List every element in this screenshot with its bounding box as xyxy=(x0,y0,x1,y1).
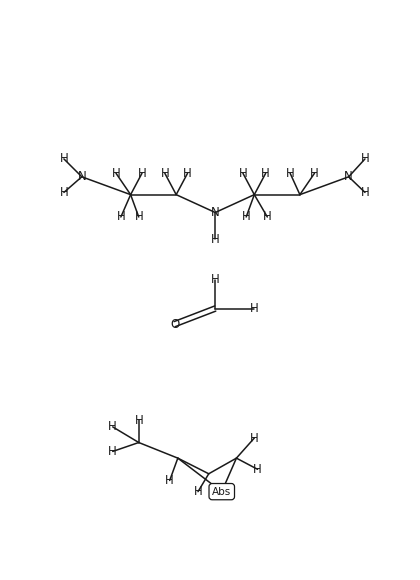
Text: H: H xyxy=(138,166,147,180)
Text: H: H xyxy=(253,463,262,476)
Text: H: H xyxy=(112,166,121,180)
Text: N: N xyxy=(211,206,220,219)
Text: H: H xyxy=(134,414,143,427)
Text: N: N xyxy=(77,171,86,183)
Text: H: H xyxy=(211,233,220,246)
Text: O: O xyxy=(170,318,179,331)
Text: H: H xyxy=(116,211,125,223)
Text: H: H xyxy=(250,302,259,315)
Text: H: H xyxy=(239,166,247,180)
Text: H: H xyxy=(261,166,270,180)
Text: H: H xyxy=(108,420,117,433)
Text: H: H xyxy=(361,186,369,199)
Text: H: H xyxy=(60,153,68,165)
Text: H: H xyxy=(263,211,272,223)
Text: H: H xyxy=(108,445,117,458)
Text: H: H xyxy=(242,211,251,223)
Text: H: H xyxy=(160,166,169,180)
Text: N: N xyxy=(344,171,353,183)
Text: H: H xyxy=(211,273,220,286)
Text: H: H xyxy=(165,474,174,487)
Text: Abs: Abs xyxy=(212,487,231,496)
Text: H: H xyxy=(194,485,202,498)
Text: H: H xyxy=(286,166,294,180)
Text: H: H xyxy=(310,166,319,180)
Text: H: H xyxy=(134,211,143,223)
Text: H: H xyxy=(250,432,259,444)
Text: H: H xyxy=(183,166,192,180)
Text: H: H xyxy=(60,186,68,199)
Text: H: H xyxy=(361,153,369,165)
